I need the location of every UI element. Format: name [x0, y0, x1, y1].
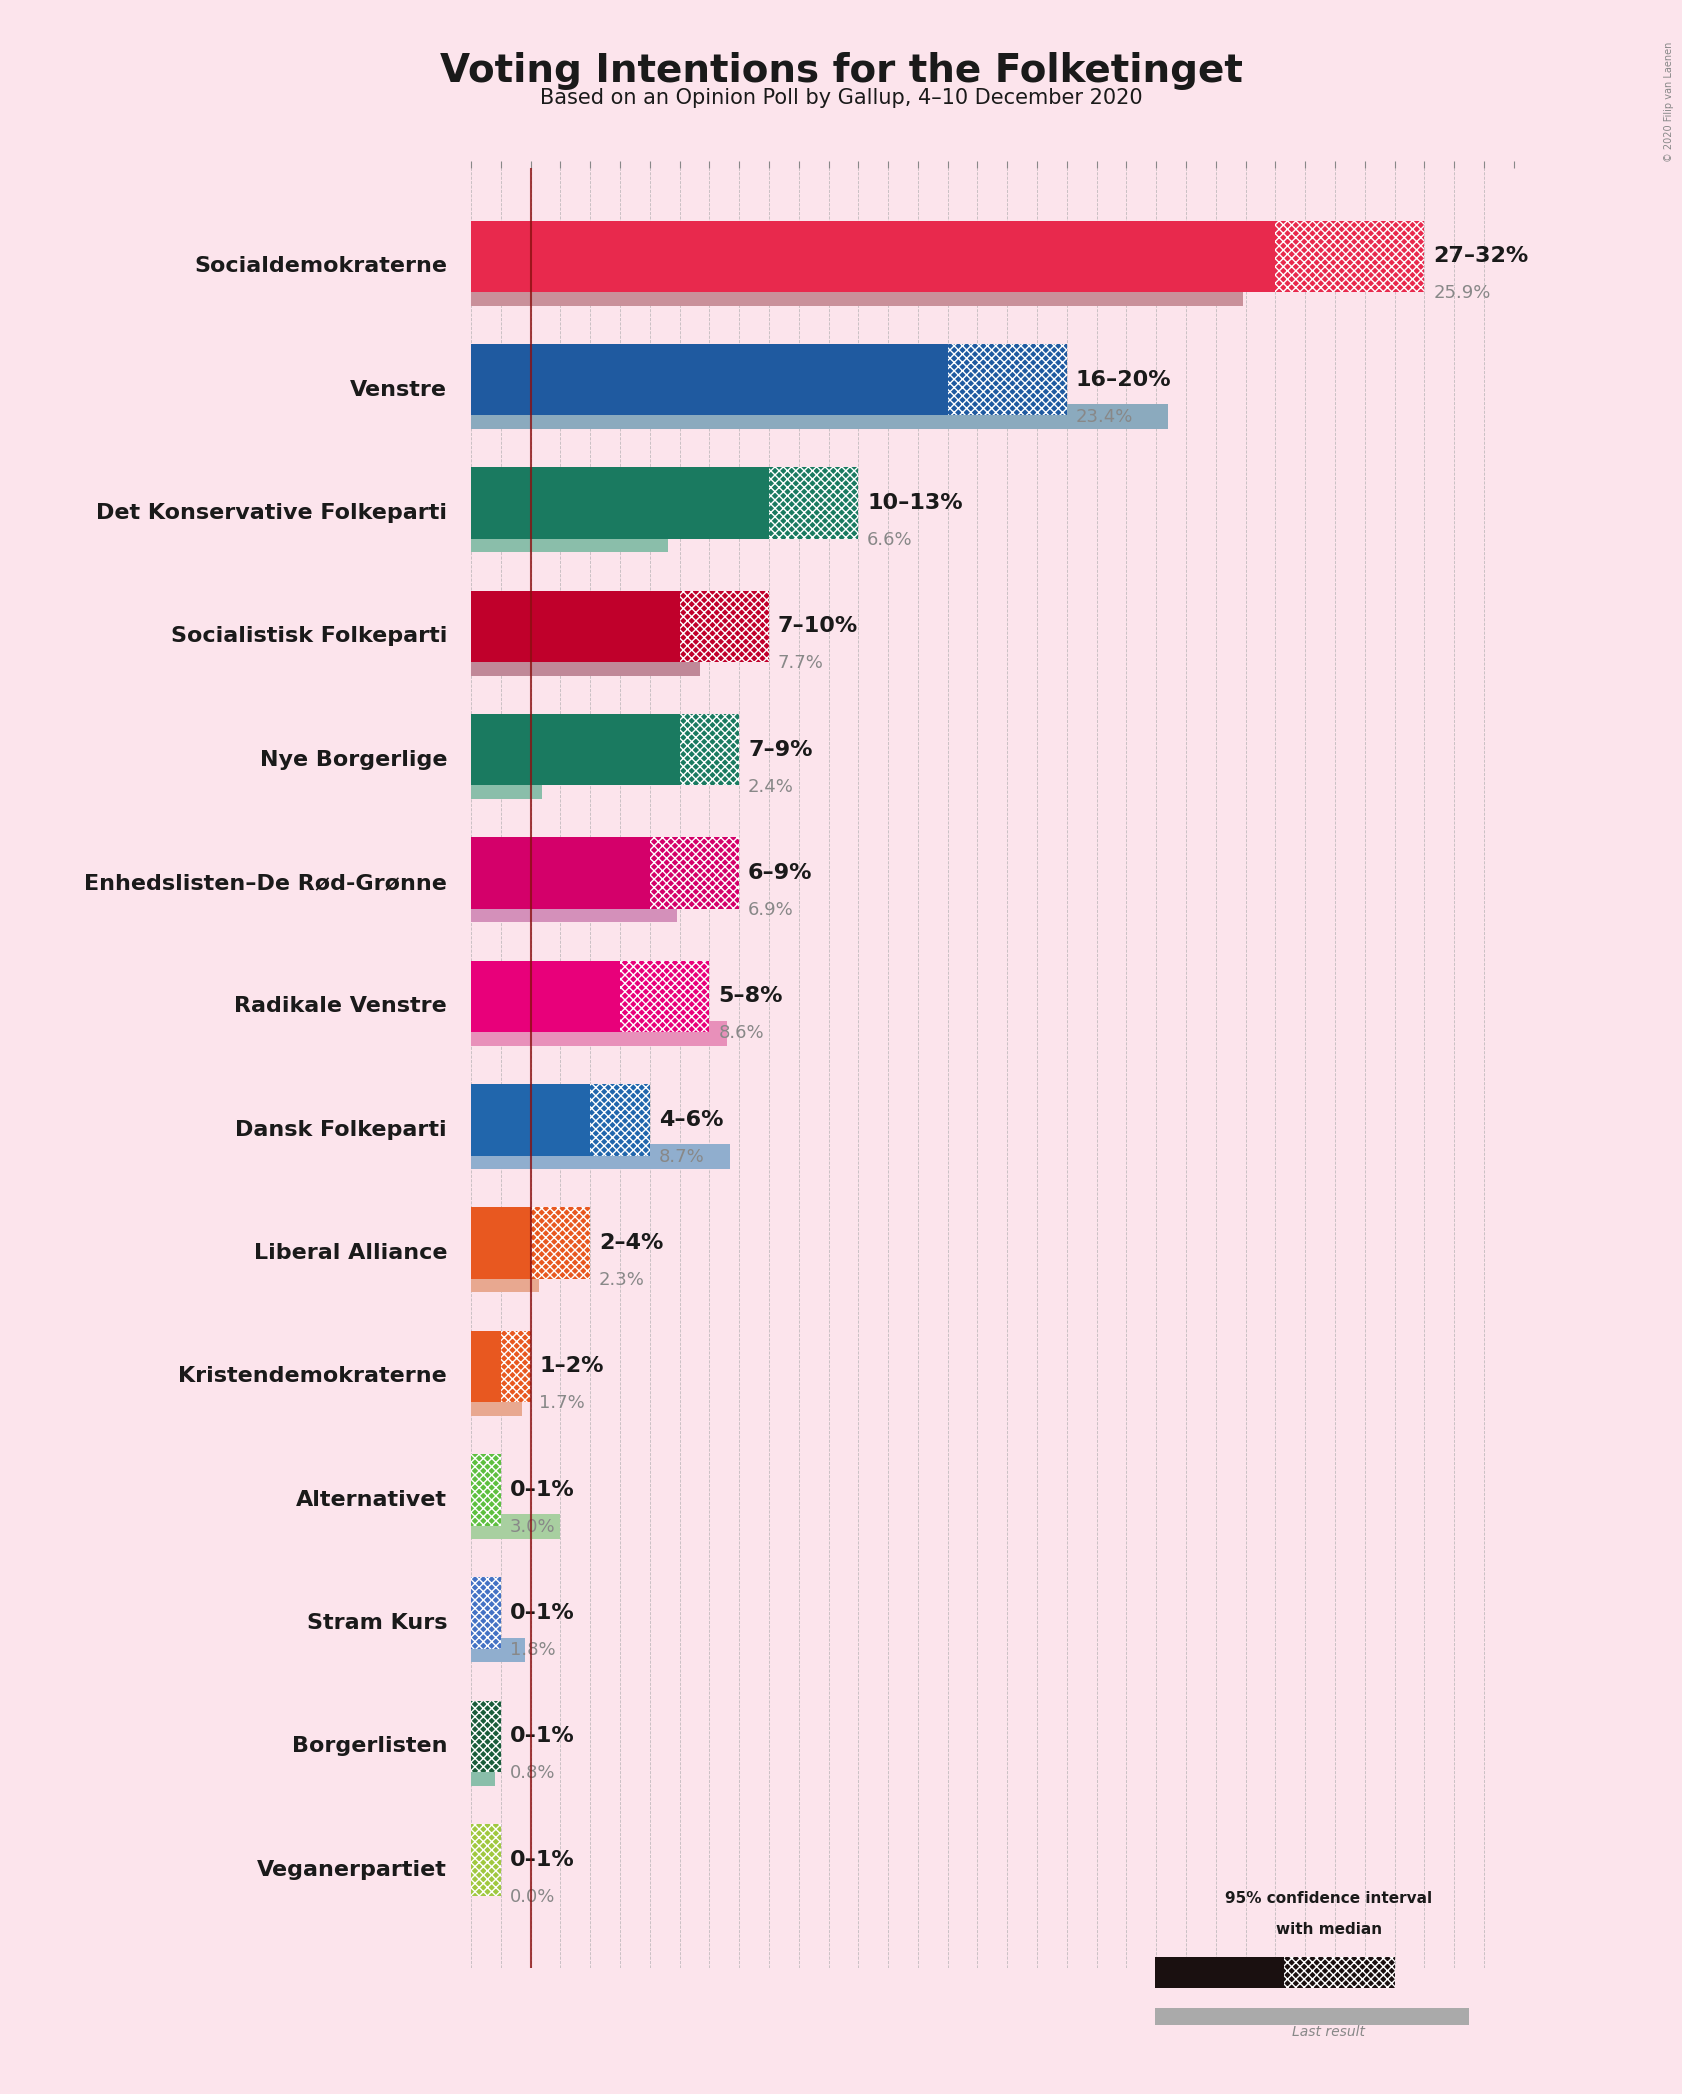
- Text: Veganerpartiet: Veganerpartiet: [257, 1859, 447, 1880]
- Bar: [471, 1453, 501, 1527]
- Text: Dansk Folkeparti: Dansk Folkeparti: [235, 1120, 447, 1139]
- Bar: [471, 591, 680, 662]
- Bar: [471, 220, 1275, 291]
- Text: Radikale Venstre: Radikale Venstre: [234, 997, 447, 1016]
- Bar: [471, 1022, 727, 1045]
- Text: 1.8%: 1.8%: [510, 1642, 555, 1658]
- Text: 23.4%: 23.4%: [1076, 408, 1134, 425]
- Bar: [471, 1700, 501, 1772]
- Bar: [471, 1145, 730, 1168]
- Text: Voting Intentions for the Folketinget: Voting Intentions for the Folketinget: [439, 52, 1243, 90]
- Bar: [471, 961, 621, 1032]
- Bar: [680, 714, 738, 785]
- Text: Stram Kurs: Stram Kurs: [306, 1612, 447, 1633]
- Text: 8.6%: 8.6%: [718, 1024, 764, 1043]
- Text: 7.7%: 7.7%: [777, 653, 824, 672]
- Text: 7–10%: 7–10%: [777, 616, 858, 637]
- Bar: [471, 1577, 501, 1648]
- Text: Socialistisk Folkeparti: Socialistisk Folkeparti: [172, 626, 447, 647]
- Bar: [471, 404, 1169, 429]
- Text: 4–6%: 4–6%: [659, 1110, 723, 1131]
- Text: 2.4%: 2.4%: [748, 777, 794, 796]
- Bar: [1156, 1956, 1285, 1989]
- Bar: [471, 1453, 501, 1527]
- Text: 6–9%: 6–9%: [748, 863, 812, 884]
- Bar: [621, 961, 710, 1032]
- Bar: [471, 714, 680, 785]
- Bar: [471, 1638, 525, 1663]
- Text: Based on an Opinion Poll by Gallup, 4–10 December 2020: Based on an Opinion Poll by Gallup, 4–10…: [540, 88, 1142, 109]
- Text: Alternativet: Alternativet: [296, 1489, 447, 1510]
- Bar: [471, 1390, 521, 1416]
- Bar: [471, 651, 700, 676]
- Text: 6.6%: 6.6%: [868, 532, 913, 549]
- Bar: [471, 1761, 495, 1786]
- Bar: [471, 281, 1243, 306]
- Bar: [471, 898, 676, 921]
- Text: Borgerlisten: Borgerlisten: [291, 1736, 447, 1757]
- Text: 2–4%: 2–4%: [599, 1233, 663, 1252]
- Bar: [471, 467, 769, 538]
- Text: 6.9%: 6.9%: [748, 900, 794, 919]
- Text: 0–1%: 0–1%: [510, 1604, 575, 1623]
- Text: 8.7%: 8.7%: [659, 1148, 705, 1166]
- Bar: [1285, 1956, 1396, 1989]
- Text: Det Konservative Folkeparti: Det Konservative Folkeparti: [96, 503, 447, 524]
- Text: Venstre: Venstre: [350, 379, 447, 400]
- Text: Socialdemokraterne: Socialdemokraterne: [193, 255, 447, 276]
- Bar: [471, 1824, 501, 1895]
- Bar: [471, 343, 947, 415]
- Text: 7–9%: 7–9%: [748, 739, 812, 760]
- Text: 1.7%: 1.7%: [540, 1395, 585, 1413]
- Bar: [471, 1824, 501, 1895]
- Bar: [471, 1514, 560, 1539]
- Text: with median: with median: [1275, 1922, 1383, 1937]
- Bar: [471, 1208, 530, 1279]
- Bar: [471, 1085, 590, 1156]
- Text: 5–8%: 5–8%: [718, 986, 782, 1007]
- Bar: [1275, 220, 1425, 291]
- Text: 0.0%: 0.0%: [510, 1889, 555, 1906]
- Text: Nye Borgerlige: Nye Borgerlige: [259, 750, 447, 771]
- Text: © 2020 Filip van Laenen: © 2020 Filip van Laenen: [1663, 42, 1674, 161]
- Text: 25.9%: 25.9%: [1433, 285, 1490, 302]
- Bar: [471, 775, 543, 800]
- Bar: [471, 1267, 540, 1292]
- Bar: [1156, 2008, 1470, 2025]
- Bar: [471, 838, 649, 909]
- Bar: [530, 1208, 590, 1279]
- Text: Enhedslisten–De Rød-Grønne: Enhedslisten–De Rød-Grønne: [84, 873, 447, 892]
- Bar: [471, 528, 668, 553]
- Bar: [649, 838, 738, 909]
- Text: 10–13%: 10–13%: [868, 492, 962, 513]
- Bar: [471, 1700, 501, 1772]
- Text: 16–20%: 16–20%: [1076, 371, 1171, 389]
- Text: 0–1%: 0–1%: [510, 1480, 575, 1499]
- Bar: [947, 343, 1066, 415]
- Bar: [590, 1085, 649, 1156]
- Text: 3.0%: 3.0%: [510, 1518, 555, 1535]
- Bar: [769, 467, 858, 538]
- Text: 27–32%: 27–32%: [1433, 247, 1529, 266]
- Text: Kristendemokraterne: Kristendemokraterne: [178, 1365, 447, 1386]
- Bar: [471, 1577, 501, 1648]
- Text: Liberal Alliance: Liberal Alliance: [254, 1244, 447, 1263]
- Text: 0.8%: 0.8%: [510, 1765, 555, 1782]
- Text: 1–2%: 1–2%: [540, 1357, 604, 1376]
- Text: 2.3%: 2.3%: [599, 1271, 644, 1290]
- Text: 95% confidence interval: 95% confidence interval: [1224, 1891, 1433, 1906]
- Text: Last result: Last result: [1292, 2025, 1366, 2040]
- Bar: [471, 1330, 501, 1403]
- Bar: [680, 591, 769, 662]
- Text: 0–1%: 0–1%: [510, 1725, 575, 1746]
- Bar: [501, 1330, 530, 1403]
- Text: 0–1%: 0–1%: [510, 1849, 575, 1870]
